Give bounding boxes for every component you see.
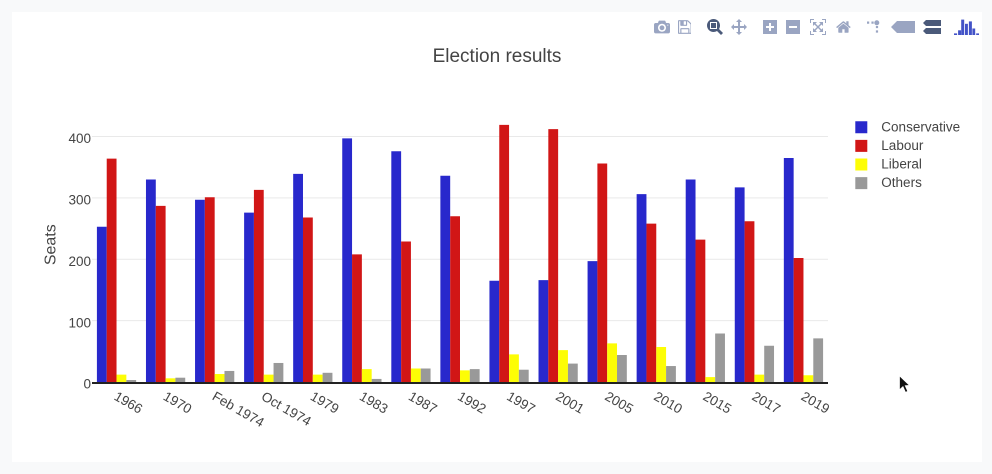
svg-text:Seats: Seats (43, 224, 60, 265)
svg-text:Conservative: Conservative (881, 119, 960, 134)
svg-text:Liberal: Liberal (881, 156, 922, 171)
svg-text:Others: Others (881, 175, 922, 190)
svg-text:Labour: Labour (881, 138, 924, 153)
svg-text:Election results: Election results (433, 46, 562, 67)
